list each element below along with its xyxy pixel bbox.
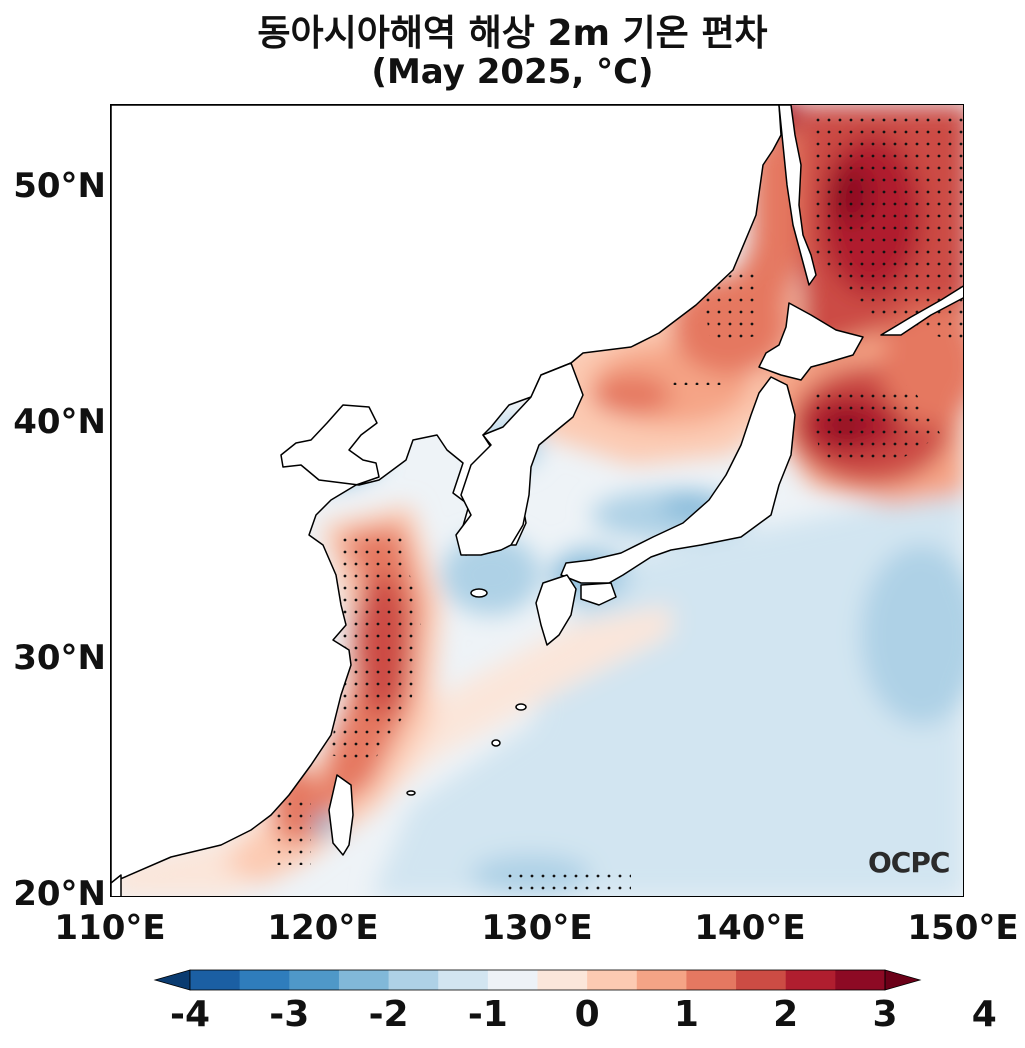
lon-label: 120°E	[267, 908, 379, 948]
colorbar-segment	[388, 970, 439, 990]
significance-stippling	[271, 115, 963, 895]
land-southern-coast	[111, 874, 122, 896]
land	[111, 105, 963, 896]
colorbar-tick-label: 4	[971, 994, 997, 1035]
colorbar-segment	[239, 970, 290, 990]
lat-label: 30°N	[13, 638, 106, 678]
map-subtitle: (May 2025, °C)	[371, 52, 654, 92]
colorbar-segment	[289, 970, 340, 990]
colorbar	[153, 969, 922, 991]
colorbar-extend-low	[153, 969, 191, 991]
land-okinawa	[515, 703, 527, 711]
lon-label: 140°E	[694, 908, 806, 948]
colorbar-tick-label: -3	[269, 994, 310, 1035]
land-jeju	[470, 588, 488, 598]
colorbar-tick-label: -2	[368, 994, 409, 1035]
colorbar-segment	[736, 970, 787, 990]
map-svg	[111, 105, 963, 896]
colorbar-extend-high	[884, 969, 922, 991]
colorbar-segment	[686, 970, 737, 990]
colorbar-segment	[587, 970, 638, 990]
colorbar-segment	[636, 970, 687, 990]
land-ryukyu-island	[491, 739, 501, 747]
land-korea	[455, 362, 584, 556]
land-shikoku	[580, 582, 617, 606]
colorbar-outline	[189, 969, 886, 991]
colorbar-segment	[338, 970, 390, 990]
map-area	[110, 104, 964, 897]
ocpc-logo: OCPC	[868, 846, 950, 879]
colorbar-segment	[190, 970, 241, 990]
map-title: 동아시아해역 해상 2m 기온 편차	[257, 13, 768, 54]
land-sakhalin	[778, 105, 817, 286]
colorbar-segment	[785, 970, 836, 990]
land-honshu	[560, 376, 796, 584]
colorbar-tick-label: 2	[773, 994, 799, 1035]
colorbar-segment	[487, 970, 538, 990]
colorbar-tick-label: 3	[872, 994, 898, 1035]
lat-label: 40°N	[13, 402, 106, 442]
colorbar-tick-label: 1	[673, 994, 699, 1035]
colorbar-segment	[537, 970, 588, 990]
land-hokkaido	[758, 302, 864, 381]
colorbar-segment	[835, 970, 886, 990]
lat-label: 50°N	[13, 166, 106, 206]
land-kyushu	[535, 574, 577, 646]
colorbar-tick-label: -1	[467, 994, 508, 1035]
colorbar-tick-label: -4	[170, 994, 210, 1035]
lon-label: 150°E	[907, 908, 1019, 948]
land-taiwan	[328, 774, 354, 856]
colorbar-segment	[438, 970, 489, 990]
colorbar-tick-label: 0	[574, 994, 600, 1035]
lat-label: 20°N	[13, 874, 106, 914]
lon-label: 130°E	[481, 908, 593, 948]
land-ryukyu-island	[406, 790, 416, 796]
land-kurils	[880, 285, 963, 336]
lon-label: 110°E	[54, 908, 166, 948]
